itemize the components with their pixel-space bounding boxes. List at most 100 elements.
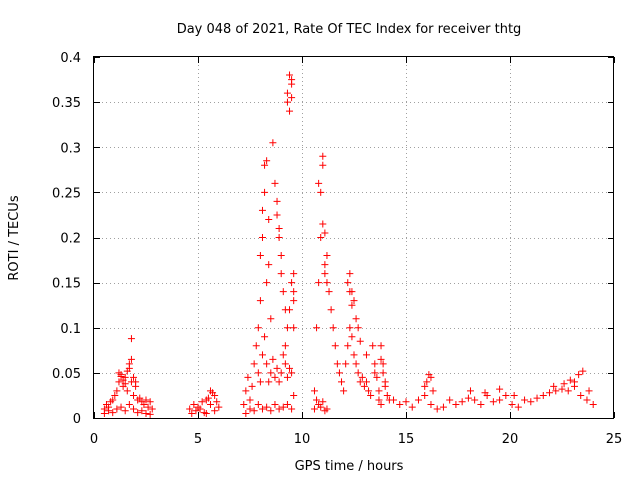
data-point xyxy=(319,398,327,406)
data-point xyxy=(427,400,435,408)
data-point xyxy=(356,378,364,386)
data-point xyxy=(140,400,148,408)
data-point xyxy=(539,391,547,399)
data-point xyxy=(215,403,223,411)
data-point xyxy=(585,387,593,395)
grid xyxy=(94,57,614,418)
data-point xyxy=(258,351,266,359)
data-point xyxy=(367,391,375,399)
data-point xyxy=(377,355,385,363)
data-point xyxy=(275,405,283,413)
data-point xyxy=(113,405,121,413)
data-point xyxy=(125,360,133,368)
data-point xyxy=(583,396,591,404)
data-point xyxy=(288,94,296,102)
data-point xyxy=(321,261,329,269)
data-point xyxy=(335,369,343,377)
data-point xyxy=(356,337,364,345)
data-point xyxy=(514,403,522,411)
data-point xyxy=(360,382,368,390)
data-point xyxy=(288,405,296,413)
data-point xyxy=(283,400,291,408)
data-point xyxy=(352,315,360,323)
data-point xyxy=(275,378,283,386)
x-tick-label: 20 xyxy=(502,432,519,447)
data-point xyxy=(323,279,331,287)
data-point xyxy=(277,369,285,377)
data-point xyxy=(352,360,360,368)
data-point xyxy=(279,288,287,296)
data-point xyxy=(489,398,497,406)
data-point xyxy=(275,234,283,241)
data-point xyxy=(109,409,117,417)
axis-ticks xyxy=(94,57,615,419)
data-point xyxy=(340,387,348,395)
data-point xyxy=(211,407,219,415)
data-point xyxy=(313,324,321,332)
data-point xyxy=(273,364,281,372)
data-point xyxy=(148,405,156,413)
data-point xyxy=(117,372,125,380)
data-point xyxy=(327,306,335,314)
data-point xyxy=(502,391,510,399)
data-point xyxy=(348,301,356,309)
data-point xyxy=(263,157,271,165)
data-point xyxy=(105,407,113,415)
data-point xyxy=(290,391,298,399)
data-point xyxy=(379,369,387,377)
data-point xyxy=(286,107,294,115)
y-tick-label: 0 xyxy=(73,412,81,427)
data-point xyxy=(396,400,404,408)
data-point xyxy=(558,385,566,393)
data-point xyxy=(263,360,271,368)
data-point xyxy=(319,220,327,228)
data-point xyxy=(375,387,383,395)
data-point xyxy=(192,407,200,415)
data-point xyxy=(256,297,264,305)
data-point xyxy=(206,400,214,408)
data-point xyxy=(273,197,281,205)
data-point xyxy=(202,409,210,417)
data-point xyxy=(402,398,410,406)
data-point xyxy=(244,373,252,381)
data-point xyxy=(100,409,108,417)
data-point xyxy=(496,385,504,393)
data-point xyxy=(283,98,291,106)
data-point xyxy=(286,364,294,372)
y-tick-label: 0.1 xyxy=(60,322,81,337)
data-point xyxy=(550,382,558,390)
data-point xyxy=(271,400,279,408)
data-point xyxy=(252,342,260,350)
data-point xyxy=(319,152,327,160)
data-point xyxy=(408,403,416,411)
data-point xyxy=(130,391,138,399)
data-point xyxy=(421,382,429,390)
data-point xyxy=(377,400,385,408)
data-point xyxy=(383,391,391,399)
data-point xyxy=(496,396,504,404)
data-point xyxy=(242,387,250,395)
data-point xyxy=(362,351,370,359)
data-point xyxy=(286,306,294,314)
data-point xyxy=(362,378,370,386)
data-point xyxy=(279,351,287,359)
data-point xyxy=(452,400,460,408)
data-point xyxy=(267,407,275,415)
data-point xyxy=(466,387,474,395)
data-point xyxy=(111,391,119,399)
data-point xyxy=(146,398,154,406)
data-point xyxy=(323,405,331,413)
data-point xyxy=(377,342,385,350)
data-point xyxy=(371,369,379,377)
data-point xyxy=(560,380,568,388)
tick-labels: 0 5 10 15 20 25 0 0.05 0.1 0.15 0.2 0.25 0.3 0.35 0.4 xyxy=(52,51,622,447)
data-point xyxy=(566,376,574,384)
data-point xyxy=(127,335,135,343)
data-point xyxy=(288,80,296,88)
data-point xyxy=(277,270,285,278)
data-point xyxy=(254,369,262,377)
data-point xyxy=(579,367,587,375)
data-point xyxy=(344,279,352,287)
x-tick-label: 0 xyxy=(90,432,98,447)
data-point xyxy=(188,409,196,417)
